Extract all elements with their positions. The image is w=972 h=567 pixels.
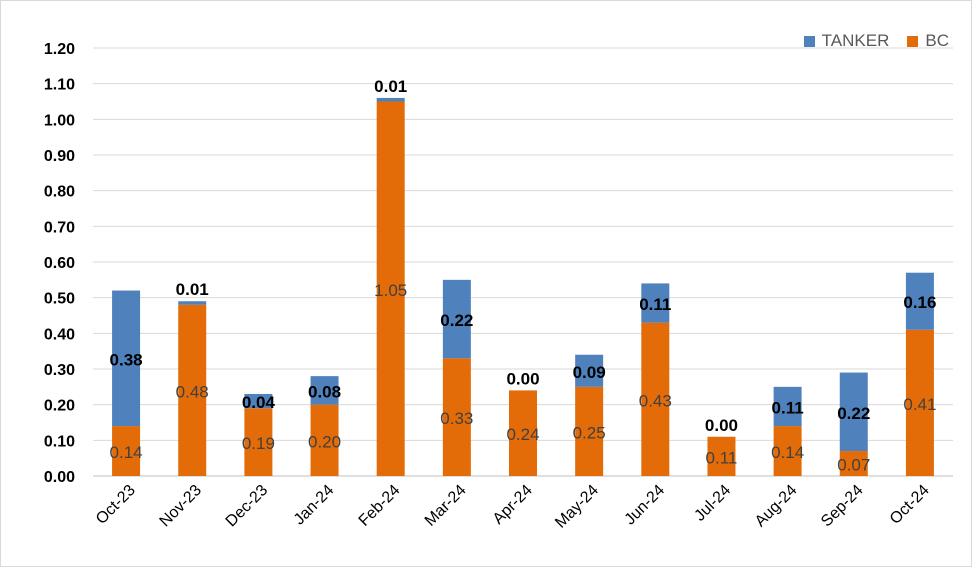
data-label-tanker: 0.11 bbox=[639, 295, 671, 314]
x-tick-label: Nov-23 bbox=[157, 482, 206, 531]
legend-swatch-tanker bbox=[803, 35, 815, 47]
legend-item-bc: BC bbox=[907, 31, 949, 51]
bar-bc bbox=[310, 404, 339, 476]
data-label-tanker: 0.01 bbox=[374, 77, 407, 96]
x-tick-label: Dec-23 bbox=[223, 482, 272, 531]
x-tick-label: Apr-24 bbox=[490, 482, 536, 528]
bar-tanker bbox=[575, 354, 604, 387]
data-label-bc: 0.19 bbox=[242, 434, 275, 453]
data-label-bc: 0.43 bbox=[639, 391, 672, 410]
x-tick-label: Feb-24 bbox=[356, 482, 404, 530]
data-label-bc: 1.05 bbox=[374, 281, 407, 300]
data-label-tanker: 0.22 bbox=[440, 311, 473, 330]
x-tick-label: Jul-24 bbox=[691, 482, 734, 525]
x-tick-label: Aug-24 bbox=[752, 482, 801, 531]
bar-tanker bbox=[905, 272, 934, 330]
y-tick-label: 1.00 bbox=[44, 112, 75, 129]
y-tick-label: 0.10 bbox=[44, 433, 75, 450]
data-label-bc: 0.33 bbox=[440, 409, 473, 428]
data-label-bc: 0.14 bbox=[110, 443, 143, 462]
x-tick-label: Oct-24 bbox=[887, 482, 933, 528]
data-label-tanker: 0.22 bbox=[837, 404, 870, 423]
data-label-tanker: 0.38 bbox=[110, 350, 143, 369]
legend: TANKER BC bbox=[803, 31, 949, 51]
bar-bc bbox=[839, 451, 868, 476]
bar-bc bbox=[509, 390, 537, 476]
bar-tanker bbox=[839, 372, 868, 452]
data-label-tanker: 0.01 bbox=[176, 280, 209, 299]
bar-bc bbox=[641, 322, 670, 476]
bar-tanker bbox=[641, 283, 670, 323]
data-label-tanker: 0.00 bbox=[506, 369, 539, 388]
bar-tanker bbox=[112, 290, 141, 427]
bar-tanker bbox=[244, 393, 273, 409]
x-tick-label: Oct-23 bbox=[93, 482, 139, 528]
bar-bc bbox=[112, 426, 141, 476]
legend-label-bc: BC bbox=[925, 31, 949, 50]
y-tick-label: 0.30 bbox=[44, 362, 75, 379]
bar-bc bbox=[707, 436, 736, 476]
y-tick-label: 0.70 bbox=[44, 219, 75, 236]
bar-bc bbox=[575, 386, 604, 476]
data-label-bc: 0.20 bbox=[308, 432, 341, 451]
bar-tanker bbox=[310, 376, 339, 405]
data-label-bc: 0.24 bbox=[506, 425, 539, 444]
y-tick-label: 0.60 bbox=[44, 255, 75, 272]
y-tick-label: 1.20 bbox=[44, 41, 75, 58]
bar-bc bbox=[244, 408, 273, 476]
bar-tanker bbox=[773, 386, 802, 427]
bar-bc bbox=[178, 304, 207, 476]
x-tick-label: May-24 bbox=[552, 482, 602, 532]
x-tick-label: Mar-24 bbox=[422, 482, 470, 530]
legend-swatch-bc bbox=[907, 35, 919, 47]
x-tick-label: Sep-24 bbox=[818, 482, 867, 531]
x-tick-label: Jan-24 bbox=[291, 482, 338, 529]
bar-tanker bbox=[442, 279, 471, 359]
legend-item-tanker: TANKER bbox=[803, 31, 890, 51]
data-label-bc: 0.48 bbox=[176, 382, 209, 401]
y-tick-label: 0.20 bbox=[44, 398, 75, 415]
y-tick-label: 0.90 bbox=[44, 148, 75, 165]
bar-bc bbox=[905, 329, 934, 476]
x-tick-label: Jun-24 bbox=[622, 482, 669, 529]
y-tick-label: 0.40 bbox=[44, 326, 75, 343]
bar-bc bbox=[442, 358, 471, 476]
data-label-bc: 0.25 bbox=[573, 423, 606, 442]
data-label-bc: 0.14 bbox=[771, 443, 804, 462]
y-tick-label: 0.50 bbox=[44, 291, 75, 308]
data-label-tanker: 0.04 bbox=[242, 393, 276, 412]
data-label-tanker: 0.16 bbox=[903, 293, 936, 312]
bar-bc bbox=[773, 426, 802, 476]
data-label-tanker: 0.11 bbox=[772, 398, 804, 417]
y-tick-label: 0.80 bbox=[44, 184, 75, 201]
bar-bc bbox=[376, 101, 405, 476]
y-tick-label: 1.10 bbox=[44, 77, 75, 94]
data-label-tanker: 0.00 bbox=[705, 416, 738, 435]
data-label-tanker: 0.09 bbox=[573, 363, 606, 382]
data-label-bc: 0.07 bbox=[837, 456, 870, 475]
legend-label-tanker: TANKER bbox=[821, 31, 890, 50]
bar-tanker bbox=[178, 301, 207, 305]
y-tick-label: 0.00 bbox=[44, 469, 75, 486]
data-label-tanker: 0.08 bbox=[308, 382, 341, 401]
data-label-bc: 0.11 bbox=[706, 448, 738, 467]
bar-tanker bbox=[376, 97, 405, 102]
data-label-bc: 0.41 bbox=[903, 395, 936, 414]
